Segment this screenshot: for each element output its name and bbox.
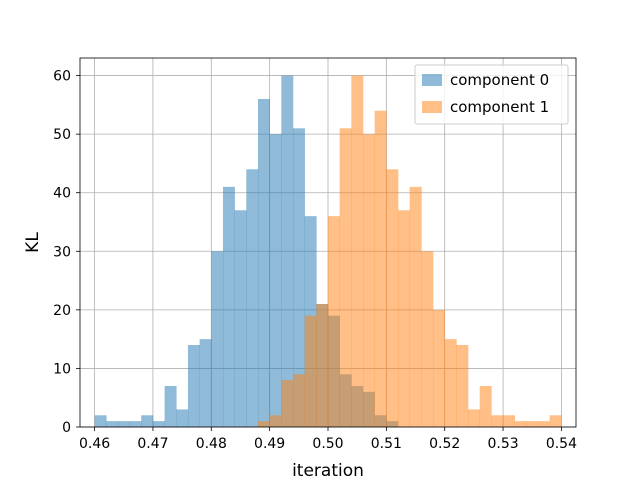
axis-ticks: 0.46 0.47 0.48 0.49 0.50 0.51 0.52 0.53 0.54 0 10 2…	[53, 69, 577, 452]
histogram-bar-component-0	[152, 421, 165, 427]
histogram-bar-component-1	[363, 134, 375, 427]
legend-label-component-1: component 1	[450, 98, 549, 116]
histogram-bar-component-1	[468, 409, 481, 427]
histogram-bar-component-0	[222, 186, 235, 427]
histogram-bar-component-1	[421, 251, 434, 427]
y-tick-label: 0	[62, 420, 71, 436]
histogram-bar-component-0	[141, 415, 154, 427]
histogram-bar-component-0	[94, 415, 107, 427]
y-tick-label: 30	[53, 244, 71, 260]
x-tick-label: 0.48	[196, 436, 227, 452]
x-tick-label: 0.53	[487, 436, 518, 452]
histogram-bar-component-1	[257, 421, 270, 427]
x-tick-label: 0.50	[312, 436, 343, 452]
x-tick-label: 0.46	[79, 436, 110, 452]
histogram-bar-component-0	[292, 128, 305, 428]
histogram-bar-component-0	[187, 345, 200, 427]
histogram-bar-component-0	[257, 99, 270, 427]
histogram-bar-component-0	[106, 421, 119, 427]
x-tick-label: 0.54	[546, 436, 577, 452]
y-tick-label: 10	[53, 361, 71, 377]
histogram-bar-component-1	[339, 128, 352, 428]
histogram-bar-component-1	[538, 421, 551, 427]
x-tick-label: 0.49	[254, 436, 285, 452]
histogram-bar-component-1	[316, 304, 329, 427]
legend-swatch-component-0	[422, 74, 442, 86]
x-tick-label: 0.52	[429, 436, 460, 452]
histogram-bar-component-1	[491, 415, 504, 427]
histogram-bar-component-1	[433, 309, 446, 427]
histogram-bar-component-1	[526, 421, 539, 427]
histogram-bar-component-0	[234, 210, 247, 427]
histogram-bar-component-0	[176, 409, 189, 427]
y-tick-label: 40	[53, 186, 71, 202]
x-axis-label: iteration	[292, 461, 364, 480]
histogram-bar-component-0	[246, 169, 259, 428]
legend-box	[414, 64, 569, 125]
histogram-bar-component-1	[503, 415, 516, 427]
histogram-bar-component-1	[398, 210, 410, 427]
histogram-bar-component-1	[549, 415, 562, 427]
x-tick-label: 0.51	[371, 436, 402, 452]
legend: component 0 component 1	[414, 64, 569, 125]
legend-label-component-0: component 0	[450, 71, 549, 89]
histogram-bar-component-1	[374, 110, 387, 427]
histogram-bar-component-0	[211, 251, 224, 427]
histogram-bar-component-1	[386, 169, 399, 428]
histogram-bar-component-1	[281, 380, 294, 427]
histogram-bar-component-1	[292, 374, 305, 427]
histogram-bar-component-1	[514, 421, 527, 427]
histogram-bar-component-1	[304, 315, 317, 427]
x-tick-label: 0.47	[137, 436, 168, 452]
legend-swatch-component-1	[422, 101, 442, 113]
y-tick-label: 50	[53, 127, 71, 143]
histogram-bar-component-0	[281, 75, 294, 428]
histogram-bar-component-0	[199, 339, 212, 427]
histogram-bar-component-0	[164, 386, 177, 427]
histogram-bar-component-0	[117, 421, 130, 427]
y-axis-label: KL	[23, 232, 43, 253]
histogram-bar-component-1	[351, 75, 364, 428]
bars	[94, 75, 562, 428]
histogram-bar-component-1	[444, 339, 457, 427]
y-tick-label: 20	[53, 303, 71, 319]
histogram-bar-component-1	[328, 216, 340, 427]
histogram-bar-component-0	[269, 134, 282, 427]
histogram-bar-component-1	[456, 345, 469, 427]
histogram-bar-component-1	[479, 386, 492, 427]
histogram-bar-component-1	[269, 415, 282, 427]
histogram-bar-component-0	[129, 421, 142, 427]
histogram-bar-component-1	[409, 186, 422, 427]
y-tick-label: 60	[53, 69, 71, 85]
